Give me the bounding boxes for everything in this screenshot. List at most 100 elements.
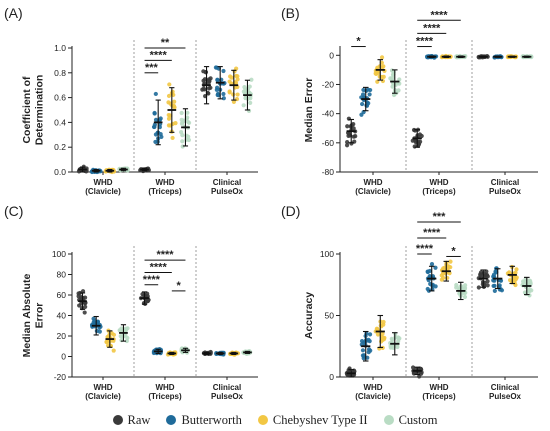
y-tick-label: 0.4 (54, 117, 66, 127)
significance-label: **** (430, 9, 448, 21)
data-point (221, 68, 226, 74)
data-point (379, 55, 385, 60)
data-point (476, 285, 481, 290)
data-point (94, 328, 99, 334)
data-point (417, 374, 422, 379)
data-point (425, 269, 430, 275)
data-point (425, 286, 430, 292)
data-point (491, 274, 496, 279)
data-point (527, 293, 532, 298)
data-point (243, 95, 248, 101)
data-point (413, 128, 418, 133)
data-point (247, 84, 252, 89)
category-label: WHD (Triceps) (148, 383, 182, 401)
data-point (229, 75, 234, 80)
data-point (368, 348, 373, 353)
data-point (529, 288, 534, 293)
significance-label: **** (416, 36, 434, 48)
significance-label: **** (423, 227, 441, 239)
data-point (375, 79, 380, 84)
category-label: Clinical PulseOx (489, 383, 522, 401)
data-point (179, 110, 184, 116)
data-point (166, 123, 172, 128)
legend-marker (166, 415, 177, 425)
data-point (390, 344, 395, 349)
data-point (249, 77, 254, 82)
data-point (359, 339, 365, 344)
legend-label: Raw (127, 412, 151, 427)
data-point (153, 139, 158, 145)
data-point (391, 92, 397, 98)
panel-label: (C) (4, 203, 23, 219)
data-point (485, 274, 490, 279)
data-point (152, 122, 157, 127)
data-point (180, 144, 185, 149)
data-point (491, 283, 496, 289)
significance-label: * (356, 36, 361, 48)
legend-label: Chebyshev Type II (272, 412, 368, 427)
data-point (359, 112, 364, 117)
data-point (344, 143, 350, 148)
y-tick-label: 100 (52, 249, 66, 259)
data-point (478, 270, 484, 275)
significance-label: **** (150, 49, 168, 61)
data-point (513, 276, 519, 282)
data-point (389, 68, 395, 73)
data-point (242, 85, 247, 90)
category-label: WHD (Clavicle) (355, 178, 391, 196)
y-tick-label: 0.6 (54, 93, 66, 103)
data-point (492, 278, 497, 283)
data-point (485, 279, 490, 284)
data-point (227, 89, 232, 94)
data-point (497, 283, 502, 288)
data-point (462, 294, 468, 300)
significance-label: **** (423, 22, 441, 34)
data-point (397, 336, 402, 341)
y-tick-label: 100 (320, 249, 334, 259)
data-point (498, 278, 504, 283)
data-point (412, 144, 417, 149)
data-point (179, 130, 184, 135)
data-point (117, 328, 122, 333)
data-point (235, 92, 240, 97)
category-label: WHD (Clavicle) (85, 178, 121, 196)
data-point (214, 87, 219, 92)
y-tick-label: 0.8 (54, 68, 66, 78)
data-point (180, 139, 185, 144)
category-label: Clinical PulseOx (489, 178, 522, 196)
data-point (351, 122, 356, 127)
data-point (379, 60, 384, 65)
panel-label: (A) (4, 5, 23, 21)
data-point (153, 91, 158, 97)
data-point (82, 310, 87, 315)
data-point (367, 332, 373, 337)
data-point (207, 79, 212, 84)
data-point (206, 91, 211, 96)
data-point (433, 284, 438, 289)
data-point (83, 304, 88, 310)
data-point (167, 82, 172, 87)
data-point (463, 283, 468, 288)
significance-label: **** (143, 274, 161, 286)
category-label: WHD (Triceps) (422, 178, 456, 196)
data-point (166, 100, 171, 105)
y-axis-label: Coefficient ofDetermination (21, 75, 45, 146)
y-axis-label: Median Error (303, 78, 315, 143)
data-point (380, 331, 385, 336)
data-point (390, 84, 395, 89)
data-point (507, 278, 513, 283)
data-point (153, 117, 159, 123)
y-tick-label: 40 (57, 311, 67, 321)
y-tick-label: 50 (325, 311, 335, 321)
data-point (362, 354, 367, 359)
data-point (514, 267, 519, 272)
legend-marker (112, 415, 123, 425)
data-point (367, 92, 372, 97)
panel-1: (A) Coefficient ofDetermination 0.0 0.2 0.4 0… (4, 5, 258, 196)
data-point (215, 78, 220, 83)
data-point (481, 282, 487, 288)
panel-4: (D) Accuracy 0 50 100 WHD (Clavicle) WHD (Tricep… (281, 203, 538, 401)
category-label: Clinical PulseOx (211, 383, 244, 401)
data-point (166, 93, 172, 99)
